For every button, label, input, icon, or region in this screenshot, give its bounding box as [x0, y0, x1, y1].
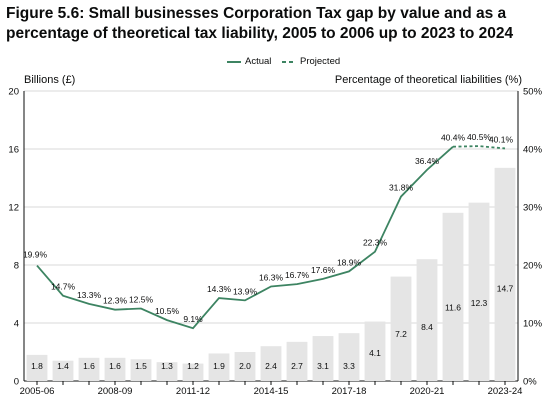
x-axis-tick-label: 2014-15 [254, 386, 289, 397]
line-value-label: 22.3% [363, 238, 388, 248]
legend-item-actual: Actual [227, 56, 271, 67]
bar [312, 336, 334, 381]
legend-label-projected: Projected [300, 56, 341, 67]
line-value-label: 31.8% [389, 183, 414, 193]
left-axis-tick-label: 12 [8, 203, 19, 214]
legend-item-projected: Projected [282, 56, 340, 67]
left-axis-tick-label: 16 [8, 145, 19, 156]
line-value-label: 19.9% [23, 250, 48, 260]
legend-swatch-actual [227, 60, 241, 63]
left-axis-tick-label: 8 [14, 261, 19, 272]
bar-value-label: 1.9 [213, 361, 225, 371]
bar-value-label: 1.3 [161, 361, 173, 371]
line-value-label: 14.3% [207, 284, 232, 294]
bar [364, 321, 386, 381]
bar-value-label: 11.6 [445, 302, 461, 312]
line-value-label: 12.3% [103, 296, 128, 306]
left-axis-tick-label: 20 [8, 87, 19, 98]
left-axis-title: Billions (£) [24, 74, 76, 86]
right-axis-tick-label: 20% [523, 261, 543, 272]
right-axis-tick-label: 40% [523, 145, 543, 156]
bar [416, 259, 438, 381]
bar [286, 341, 308, 381]
bar [234, 352, 256, 381]
bar-value-label: 12.3 [471, 298, 488, 308]
x-axis-tick-label: 2005-06 [20, 386, 55, 397]
bar-value-label: 8.4 [421, 322, 433, 332]
bar-value-label: 14.7 [497, 283, 514, 293]
bar-value-label: 4.1 [369, 348, 381, 358]
x-axis-tick-label: 2008-09 [98, 386, 133, 397]
line-value-label: 36.4% [415, 156, 440, 166]
line-value-label: 12.5% [129, 295, 154, 305]
bar [338, 333, 360, 381]
bar-value-label: 1.5 [135, 361, 147, 371]
chart-legend: Actual Projected [0, 56, 550, 70]
bar-value-label: 2.0 [239, 361, 251, 371]
bar-value-label: 1.6 [83, 361, 95, 371]
line-value-label: 16.3% [259, 272, 284, 282]
bar [26, 354, 48, 381]
line-value-label: 40.1% [489, 134, 514, 144]
bar [52, 360, 74, 381]
line-value-label: 13.3% [77, 290, 102, 300]
legend-swatch-projected [282, 60, 296, 63]
right-axis-tick-label: 0% [523, 377, 537, 388]
legend-label-actual: Actual [245, 56, 272, 67]
bar [494, 167, 516, 381]
bar-value-label: 3.1 [317, 361, 329, 371]
x-axis-tick-label: 2011-12 [176, 386, 210, 397]
bar-value-label: 1.8 [31, 361, 43, 371]
bar-value-label: 2.4 [265, 361, 277, 371]
bar-value-label: 1.2 [187, 361, 199, 371]
bar [130, 359, 152, 381]
bar [182, 363, 204, 381]
bar-value-label: 3.3 [343, 361, 355, 371]
bar-value-label: 1.4 [57, 361, 69, 371]
bar [390, 276, 412, 381]
line-value-label: 14.7% [51, 282, 76, 292]
chart-title: Figure 5.6: Small businesses Corporation… [6, 5, 514, 42]
left-axis-tick-label: 0 [14, 377, 19, 388]
line-value-label: 17.6% [311, 265, 336, 275]
line-value-label: 13.9% [233, 286, 258, 296]
left-axis-tick-label: 4 [14, 319, 19, 330]
right-axis-tick-label: 50% [523, 87, 543, 98]
bar [156, 362, 178, 381]
right-axis-title: Percentage of theoretical liabilities (%… [334, 74, 522, 86]
bar-value-label: 7.2 [395, 329, 407, 339]
bar [208, 353, 230, 381]
bar [442, 212, 464, 381]
line-value-label: 9.1% [183, 314, 203, 324]
right-axis-tick-label: 30% [523, 203, 543, 214]
bar [78, 357, 100, 381]
bar [104, 357, 126, 381]
series-line-projected [452, 145, 506, 150]
bar [468, 202, 490, 381]
x-axis-tick-label: 2017-18 [332, 386, 367, 397]
x-axis-tick-label: 2023-24 [488, 386, 523, 397]
line-value-label: 40.5% [467, 132, 492, 142]
line-value-label: 18.9% [337, 257, 362, 267]
bar-value-label: 2.7 [291, 361, 303, 371]
line-value-label: 40.4% [441, 133, 466, 143]
line-value-label: 16.7% [285, 270, 310, 280]
bar-value-label: 1.6 [109, 361, 121, 371]
x-axis-tick-label: 2020-21 [410, 386, 445, 397]
right-axis-tick-label: 10% [523, 319, 543, 330]
bar [260, 346, 282, 381]
line-value-label: 10.5% [155, 306, 180, 316]
series-line-actual [36, 146, 454, 330]
